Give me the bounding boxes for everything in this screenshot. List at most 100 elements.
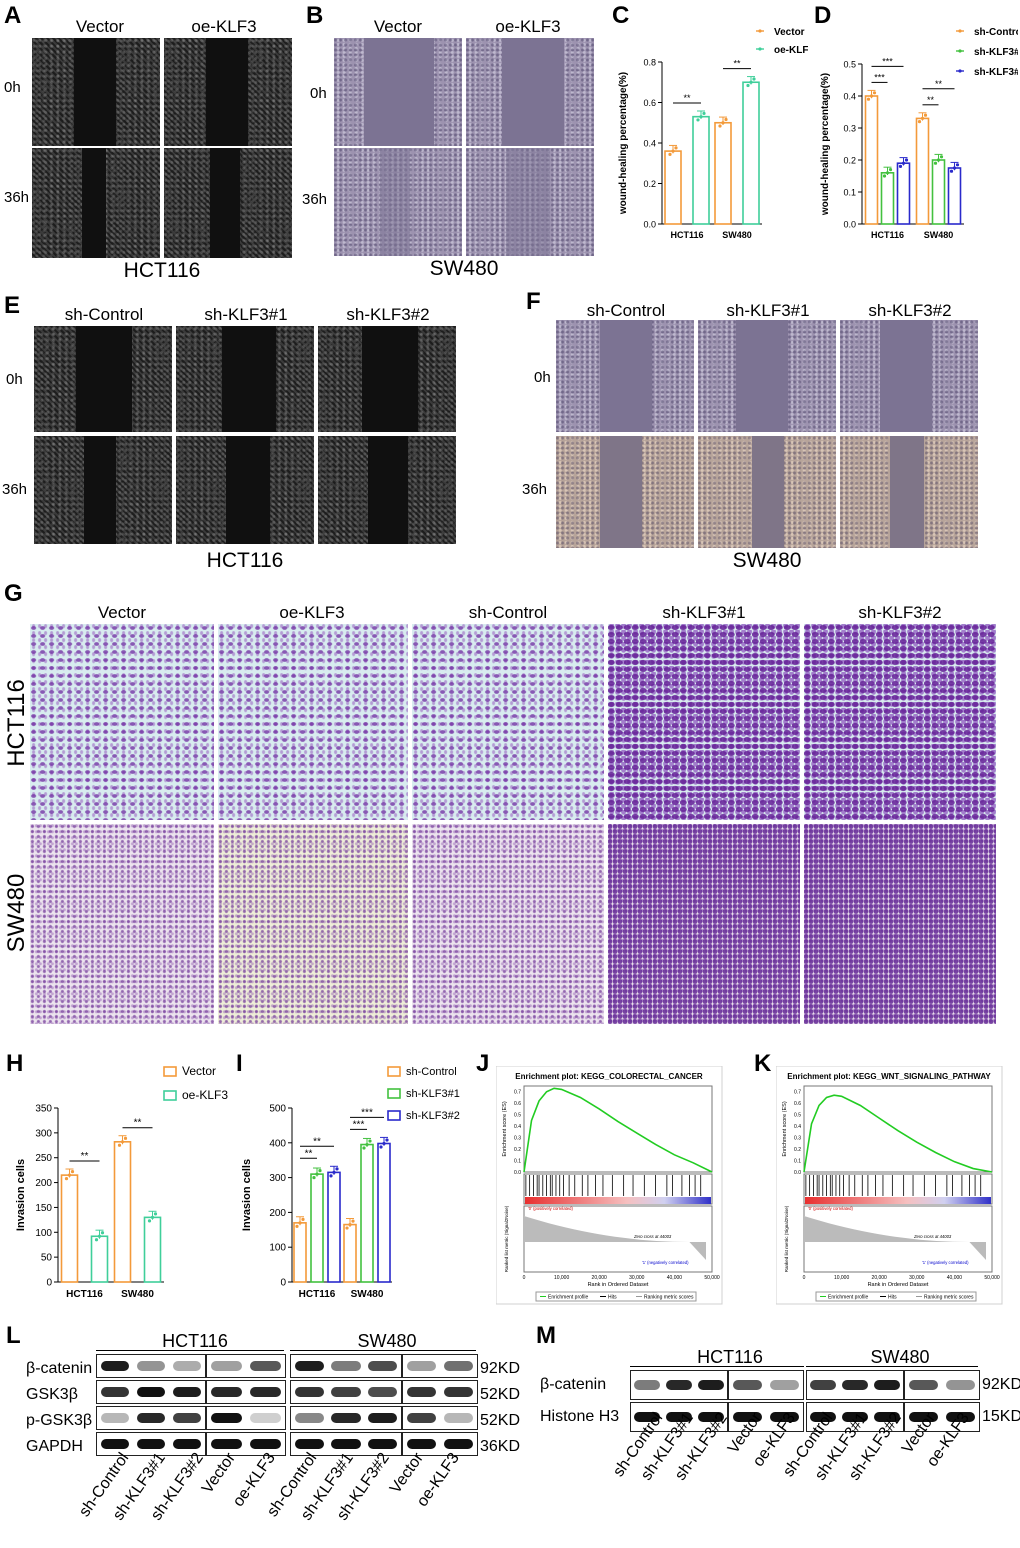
x-axis-label: Rank in Ordered Dataset [868,1282,929,1288]
x-tick-label: 40,000 [667,1275,683,1281]
band [331,1439,361,1449]
band [249,1387,282,1397]
col-label: sh-KLF3#1 [204,305,288,324]
col-label: sh-KLF3#2 [868,301,952,320]
data-point [94,1238,99,1242]
transwell-image [412,624,604,820]
bar [327,1171,341,1283]
legend-label: sh-KLF3#2 [406,1110,460,1122]
y-tick-label: 0.3 [514,1136,521,1142]
legend-label: Ranking metric scores [924,1295,974,1301]
blot-strip [206,1354,286,1378]
legend-swatch [387,1110,401,1121]
panel-label-m: M [536,1322,556,1349]
lane-label: Vector [198,1449,239,1497]
wound-image [176,326,314,432]
y-axis-label: Invasion cells [15,1159,27,1231]
band [368,1361,398,1371]
col-label: Vector [373,17,423,36]
x-tick-label: 50,000 [984,1275,1000,1281]
row-label: HCT116 [3,679,30,767]
chart-c: 0.0 0.2 0.4 0.6 0.8 wound-healing percentage(… [618,27,808,240]
protein-label: GAPDH [26,1438,83,1455]
x-tick-label: 30,000 [909,1275,925,1281]
bar [310,1173,324,1283]
data-point [724,117,728,122]
x-tick-label: SW480 [121,1289,154,1300]
bar [931,159,946,225]
protein-label: GSK3β [26,1386,78,1403]
pos-label: '0' (positively correlated) [528,1206,573,1211]
y-tick-label: 0.3 [794,1136,801,1142]
y-tick-label: 0.2 [794,1147,801,1153]
legend-label: sh-KLF3#1 [974,47,1018,58]
col-label: Vector [75,17,125,36]
data-point [752,77,756,81]
y-tick-label: 100 [269,1243,286,1254]
y-axis-label: Enrichment score (ES) [782,1101,788,1156]
row-label: SW480 [3,873,30,953]
data-point [315,1172,319,1176]
data-point [97,1234,102,1238]
data-point [699,115,703,119]
bar [714,121,732,225]
band [666,1412,692,1422]
band [100,1387,130,1397]
band [443,1361,474,1371]
panel-label-g: G [4,580,23,607]
panel-label-b: B [306,2,324,29]
wound-image [840,436,978,548]
y-tick-label: 100 [35,1228,52,1239]
legend-label: oe-KLF3 [182,1088,228,1102]
x-tick-label: 30,000 [629,1275,645,1281]
bar [360,1143,374,1283]
data-point [362,1146,366,1150]
data-point [869,94,874,98]
band [634,1412,660,1422]
cell-line-label: HCT116 [206,549,284,572]
y-tick-label: 150 [35,1203,52,1214]
data-point [345,1226,349,1230]
y-tick-label: 0.0 [643,220,656,230]
data-point [718,124,722,128]
transwell-image [608,824,800,1024]
band [842,1380,868,1390]
bar [293,1222,307,1283]
band [698,1412,724,1422]
legend-label: sh-KLF3#2 [974,67,1018,78]
group-line [96,1350,284,1351]
blot-strip [290,1380,402,1404]
bar [742,81,760,225]
metric-area [524,1212,706,1260]
legend-label: Hits [888,1295,897,1301]
data-point [123,1136,128,1140]
cell-line-label: SW480 [429,257,499,280]
legend-swatch [758,47,762,51]
data-point [70,1170,75,1174]
row-label: 0h [310,85,327,102]
wound-image [176,436,314,544]
data-point [668,152,672,156]
size-label: 92KD [480,1360,521,1377]
wound-image [556,436,694,548]
size-label: 52KD [480,1386,521,1403]
data-point [332,1170,336,1174]
bar [896,162,911,225]
blot-strip [290,1432,402,1456]
band [874,1380,900,1390]
band [294,1413,324,1423]
band [666,1380,692,1390]
data-point [385,1138,389,1142]
wound-image [318,326,456,432]
plot-frame [776,1066,1003,1305]
data-point [351,1219,355,1223]
sig-label: ** [313,1136,321,1147]
y-tick-label: 0.1 [794,1159,801,1165]
data-point [382,1141,386,1146]
band [443,1439,474,1449]
data-point [872,91,877,95]
x-tick-label: SW480 [722,230,752,240]
row-label: 36h [2,481,28,498]
band [249,1413,282,1423]
panel-label-k: K [754,1050,772,1077]
